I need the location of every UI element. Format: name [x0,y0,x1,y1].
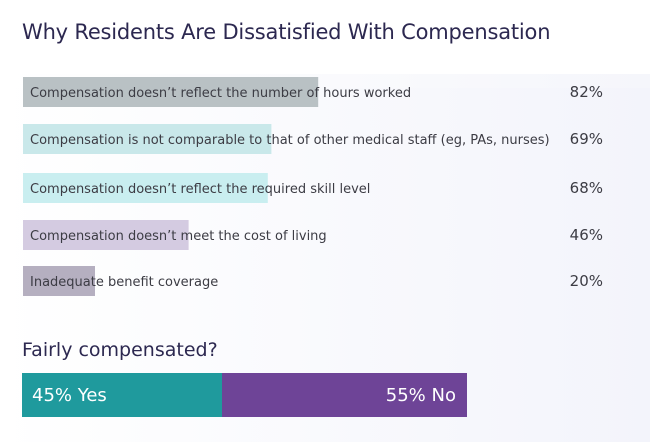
bar-3 [23,173,268,203]
bar-2 [23,124,272,154]
value-label-3: 68% [570,179,603,197]
fairly-compensated-bar: 45% Yes 55% No [22,373,467,417]
segment-no: 55% No [222,373,467,417]
category-label-5: Inadequate benefit coverage [30,275,218,290]
value-label-2: 69% [570,130,603,148]
value-label-1: 82% [570,83,603,101]
fairly-compensated-title: Fairly compensated? [22,339,218,361]
segment-label-no: 55% No [385,384,456,406]
bar-4 [23,220,189,250]
value-label-5: 20% [570,272,603,290]
dissatisfaction-bar-chart: Compensation doesn’t reflect the number … [23,77,603,296]
value-label-4: 46% [570,226,603,244]
category-label-4: Compensation doesn’t meet the cost of li… [30,229,327,244]
bar-5 [23,266,95,296]
chart-title: Why Residents Are Dissatisfied With Comp… [22,20,551,44]
category-label-3: Compensation doesn’t reflect the require… [30,182,370,197]
segment-yes: 45% Yes [22,373,223,417]
segment-label-yes: 45% Yes [32,384,107,406]
category-label-1: Compensation doesn’t reflect the number … [30,86,411,101]
category-label-2: Compensation is not comparable to that o… [30,133,550,148]
bar-1 [23,77,319,107]
